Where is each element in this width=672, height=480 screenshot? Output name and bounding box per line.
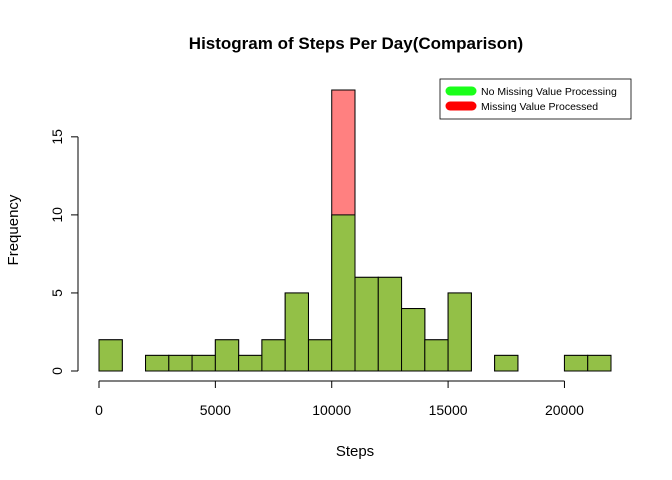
bar-raw-6000 bbox=[238, 354, 263, 372]
bar-raw-10000 bbox=[331, 214, 356, 372]
y-tick-label-5: 5 bbox=[49, 289, 65, 297]
x-tick-label-10000: 10000 bbox=[312, 402, 351, 418]
bar-raw-14000 bbox=[424, 339, 449, 372]
bar-raw-0 bbox=[98, 339, 123, 372]
bar-raw-4000 bbox=[191, 354, 216, 372]
x-axis: 0 5000 10000 15000 20000 bbox=[95, 380, 584, 418]
bar-raw-12000 bbox=[377, 276, 403, 372]
chart-title: Histogram of Steps Per Day(Comparison) bbox=[189, 34, 523, 53]
bar-raw-5000 bbox=[214, 339, 240, 372]
x-tick-label-20000: 20000 bbox=[545, 402, 584, 418]
legend-box bbox=[439, 78, 632, 120]
bar-raw-9000 bbox=[307, 339, 333, 372]
bar-raw-2000 bbox=[145, 354, 170, 372]
x-tick-label-0: 0 bbox=[95, 402, 103, 418]
bar-raw-17000 bbox=[494, 354, 519, 372]
legend-label-missing-value-processed: Missing Value Processed bbox=[481, 101, 598, 113]
bar-raw-3000 bbox=[168, 354, 193, 372]
bar-raw-21000 bbox=[587, 354, 612, 372]
x-axis-label: Steps bbox=[336, 443, 374, 460]
bar-raw-8000 bbox=[284, 292, 309, 372]
y-tick-label-15: 15 bbox=[49, 129, 65, 145]
y-axis: 0 5 10 15 bbox=[49, 129, 79, 375]
y-tick-label-0: 0 bbox=[49, 367, 65, 375]
bar-raw-20000 bbox=[563, 354, 589, 372]
bar-raw-11000 bbox=[354, 276, 379, 372]
x-tick-label-15000: 15000 bbox=[429, 402, 468, 418]
legend-label-no-missing-value-processing: No Missing Value Processing bbox=[481, 86, 617, 98]
bar-raw-7000 bbox=[261, 339, 286, 372]
x-tick-label-5000: 5000 bbox=[200, 402, 231, 418]
bar-raw-15000 bbox=[447, 292, 472, 372]
y-axis-label: Frequency bbox=[5, 194, 22, 265]
bar-raw-13000 bbox=[401, 308, 426, 372]
y-tick-label-10: 10 bbox=[49, 207, 65, 223]
legend: No Missing Value Processing Missing Valu… bbox=[439, 78, 632, 120]
bars-no-missing-value-processing bbox=[98, 214, 612, 372]
